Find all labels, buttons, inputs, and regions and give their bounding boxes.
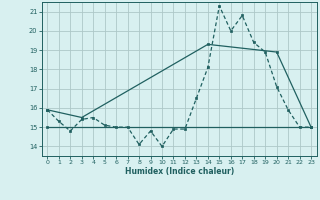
- X-axis label: Humidex (Indice chaleur): Humidex (Indice chaleur): [124, 167, 234, 176]
